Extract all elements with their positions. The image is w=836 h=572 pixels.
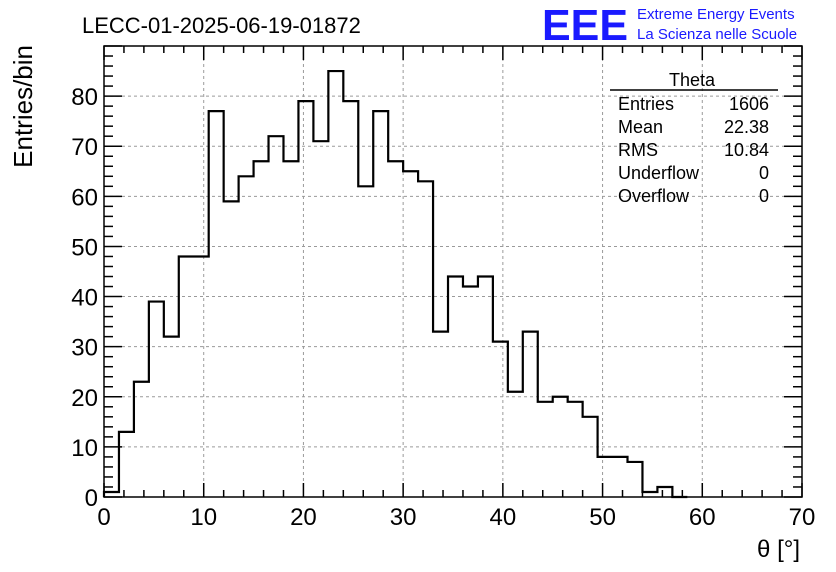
eee-logo-line2: La Scienza nelle Scuole [637, 26, 797, 43]
stats-label-mean: Mean [618, 117, 663, 137]
y-tick-label: 0 [85, 485, 98, 512]
x-tick-label: 60 [689, 504, 716, 531]
stats-value-entries: 1606 [729, 94, 769, 114]
y-tick-label: 30 [71, 335, 98, 362]
x-tick-label: 10 [190, 504, 217, 531]
x-tick-label: 50 [589, 504, 616, 531]
plot-frame [103, 45, 803, 498]
eee-logo-line1: Extreme Energy Events [637, 6, 795, 23]
stats-value-mean: 22.38 [724, 117, 769, 137]
x-tick-label: 70 [789, 504, 816, 531]
y-tick-labels: 0 10 20 30 40 50 60 70 80 [71, 84, 98, 512]
x-tick-label: 20 [290, 504, 317, 531]
y-tick-label: 20 [71, 385, 98, 412]
stats-value-rms: 10.84 [724, 140, 769, 160]
stats-label-overflow: Overflow [618, 186, 690, 206]
eee-logo: EEE Extreme Energy Events La Scienza nel… [542, 1, 797, 50]
x-tick-labels: 0 10 20 30 40 50 60 70 [97, 504, 815, 531]
stats-label-rms: RMS [618, 140, 658, 160]
stats-label-entries: Entries [618, 94, 674, 114]
y-tick-label: 70 [71, 134, 98, 161]
histogram-outline [102, 69, 688, 499]
y-tick-label: 50 [71, 234, 98, 261]
stats-value-overflow: 0 [759, 186, 769, 206]
grid-lines [104, 46, 802, 497]
stats-value-underflow: 0 [759, 163, 769, 183]
x-tick-label: 30 [390, 504, 417, 531]
stats-box: Theta Entries 1606 Mean 22.38 RMS 10.84 … [610, 70, 778, 206]
chart-title: LECC-01-2025-06-19-01872 [82, 13, 361, 38]
axis-ticks [103, 45, 803, 498]
x-tick-label: 0 [97, 504, 110, 531]
x-axis-label: θ [°] [757, 536, 800, 563]
y-tick-label: 60 [71, 184, 98, 211]
y-tick-label: 40 [71, 285, 98, 312]
y-tick-label: 10 [71, 435, 98, 462]
stats-label-underflow: Underflow [618, 163, 700, 183]
y-axis-label: Entries/bin [8, 45, 38, 168]
x-tick-label: 40 [490, 504, 517, 531]
y-tick-label: 80 [71, 84, 98, 111]
stats-title: Theta [669, 70, 716, 90]
eee-logo-mark: EEE [542, 1, 628, 50]
